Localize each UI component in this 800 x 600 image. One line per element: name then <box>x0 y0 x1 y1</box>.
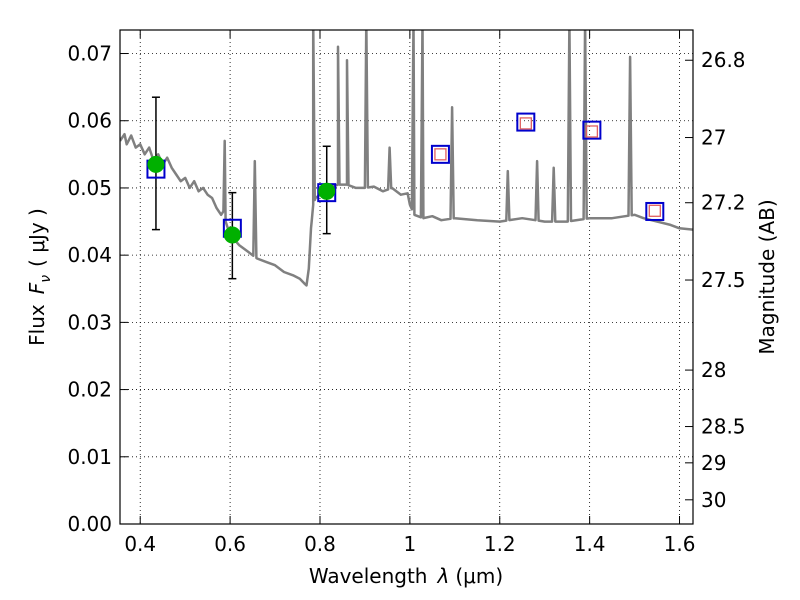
right-axis-title: Magnitude (AB) <box>755 199 779 354</box>
y-tick-label: 0.04 <box>67 243 112 267</box>
x-tick-label: 1 <box>404 532 417 556</box>
plot-area <box>120 30 693 287</box>
y-tick-label: 0.07 <box>67 42 112 66</box>
x-tick-label: 1.6 <box>664 532 696 556</box>
predicted-flux-square <box>434 148 447 161</box>
right-tick-label: 28.5 <box>701 415 746 439</box>
observed-flux-point <box>223 226 241 244</box>
x-axis-title: Wavelength λ (μm) <box>309 564 503 588</box>
model-photometry-square <box>582 120 602 140</box>
right-tick-label: 27.2 <box>701 191 746 215</box>
y-tick-label: 0.00 <box>67 512 112 536</box>
x-tick-label: 0.8 <box>304 532 336 556</box>
right-tick-label: 27.5 <box>701 268 746 292</box>
model-photometry-square <box>645 201 665 221</box>
right-tick-label: 29 <box>701 451 726 475</box>
x-tick-label: 0.4 <box>124 532 156 556</box>
y-axis-title-subscript: ν <box>38 275 54 283</box>
y-axis-title: Flux Fν ( μJy ) <box>25 208 54 346</box>
x-axis-title-unit: (μm) <box>455 564 503 588</box>
right-tick-label: 30 <box>701 488 726 512</box>
right-tick-label: 27 <box>701 126 726 150</box>
predicted-flux-square <box>519 117 532 130</box>
y-tick-label: 0.06 <box>67 109 112 133</box>
model-photometry-square <box>516 112 536 132</box>
predicted-flux-square <box>648 204 661 217</box>
x-axis-title-text: Wavelength <box>309 564 428 588</box>
y-axis-title-symbol: F <box>25 282 49 294</box>
axis-ticks: 0.4 0.6 0.8 1 1.2 1.4 1.6 0.00 0.01 0.02 0.03 0.04 0… <box>67 30 746 556</box>
sed-model-line <box>120 30 693 287</box>
model-photometry-square <box>430 144 450 164</box>
y-tick-label: 0.01 <box>67 445 112 469</box>
y-axis-title-text: Flux <box>25 304 49 346</box>
y-axis-title-unit: ( μJy ) <box>25 208 49 267</box>
y-tick-label: 0.02 <box>67 378 112 402</box>
x-tick-label: 1.4 <box>574 532 606 556</box>
plot-frame <box>119 29 694 525</box>
observed-flux-point <box>147 155 165 173</box>
y-tick-label: 0.03 <box>67 310 112 334</box>
x-tick-label: 1.2 <box>484 532 516 556</box>
predicted-flux-square <box>585 125 599 138</box>
right-tick-label: 28 <box>701 358 726 382</box>
y-tick-label: 0.05 <box>67 176 112 200</box>
observed-flux-point <box>318 182 336 200</box>
x-tick-label: 0.6 <box>214 532 246 556</box>
x-axis-title-symbol: λ <box>437 564 450 588</box>
right-tick-label: 26.8 <box>701 48 746 72</box>
